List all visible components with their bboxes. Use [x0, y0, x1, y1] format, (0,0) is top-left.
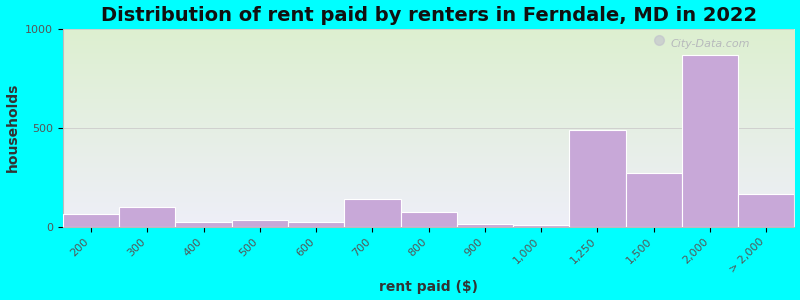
X-axis label: rent paid ($): rent paid ($)	[379, 280, 478, 294]
Title: Distribution of rent paid by renters in Ferndale, MD in 2022: Distribution of rent paid by renters in …	[101, 6, 757, 25]
Bar	[513, 225, 570, 227]
Bar	[738, 194, 794, 227]
Bar	[457, 224, 513, 227]
Text: City-Data.com: City-Data.com	[670, 39, 750, 49]
Bar	[344, 199, 401, 227]
Bar	[119, 207, 175, 227]
Bar	[570, 130, 626, 227]
Bar	[232, 220, 288, 227]
Bar	[175, 222, 232, 227]
Bar	[63, 214, 119, 227]
Bar	[682, 55, 738, 227]
Bar	[401, 212, 457, 227]
Bar	[288, 222, 344, 227]
Bar	[626, 173, 682, 227]
Y-axis label: households: households	[6, 83, 19, 172]
